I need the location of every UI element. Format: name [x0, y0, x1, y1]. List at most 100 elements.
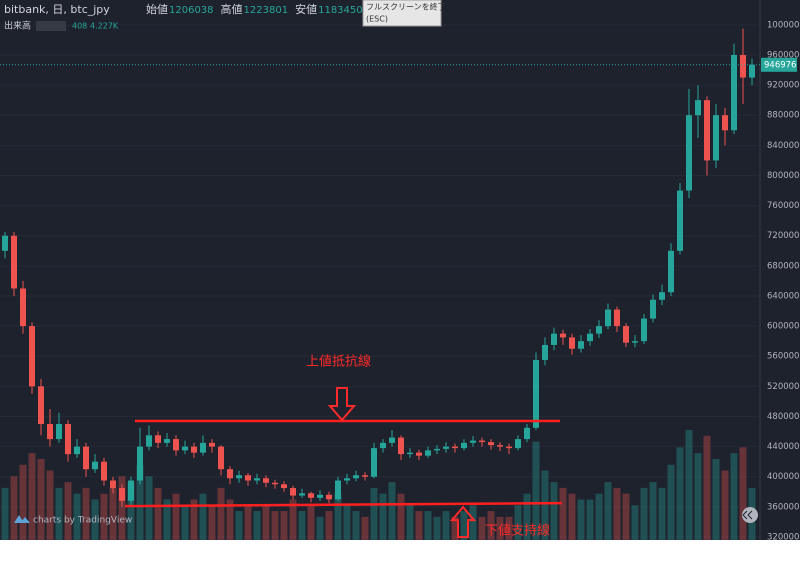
candle-body — [281, 484, 287, 489]
candle-body — [416, 452, 422, 456]
volume-bar — [442, 511, 450, 540]
volume-bar — [181, 505, 189, 540]
candle-body — [263, 478, 269, 483]
volume-bar — [721, 470, 729, 540]
candle-body — [164, 439, 170, 443]
volume-bar — [100, 493, 108, 540]
candle-body — [137, 446, 143, 481]
volume-bar — [712, 458, 720, 540]
candle-body — [722, 115, 728, 131]
candle-body — [182, 446, 188, 451]
candle-body — [74, 446, 80, 455]
volume-bar — [604, 482, 612, 540]
candle-body — [434, 448, 440, 451]
volume-bar — [406, 505, 414, 540]
volume-bar — [298, 511, 306, 540]
candle-body — [641, 318, 647, 342]
candle-body — [110, 480, 116, 489]
volume-bar — [361, 516, 369, 540]
candle-body — [29, 326, 35, 387]
candle-body — [614, 309, 620, 327]
candle-body — [650, 299, 656, 319]
volume-bar — [334, 493, 342, 540]
candle-body — [308, 493, 314, 498]
support-label: 下値支持線 — [485, 523, 550, 539]
candle-body — [101, 461, 107, 481]
volume-bar — [199, 493, 207, 540]
candle-body — [380, 442, 386, 449]
volume-bar — [505, 516, 513, 540]
y-tick-label: 840000 — [767, 141, 799, 151]
volume-bar — [451, 516, 459, 540]
candle-body — [209, 442, 215, 447]
volume-bar — [460, 511, 468, 540]
candle-body — [344, 478, 350, 481]
candle-body — [731, 54, 737, 131]
candle-body — [443, 446, 449, 449]
volume-bar — [667, 464, 675, 540]
volume-bar — [253, 511, 261, 540]
volume-bar — [10, 476, 18, 540]
overlay-text: (ESC) — [366, 15, 388, 24]
volume-bar — [739, 447, 747, 540]
candle-body — [245, 475, 251, 481]
volume-bar — [325, 511, 333, 540]
y-tick-label: 520000 — [767, 382, 799, 392]
candle-body — [605, 309, 611, 327]
candle-body — [551, 333, 557, 345]
candle-body — [65, 424, 71, 455]
volume-bar — [316, 516, 324, 540]
volume-bar — [496, 516, 504, 540]
volume-bar — [676, 447, 684, 540]
support-line — [124, 501, 563, 508]
volume-bar — [424, 511, 432, 540]
volume-bar — [109, 487, 117, 540]
candle-body — [677, 190, 683, 251]
volume-bar — [163, 499, 171, 540]
candle-body — [362, 475, 368, 477]
candle-body — [695, 100, 701, 116]
volume-bar — [208, 505, 216, 540]
volume-bar — [478, 516, 486, 540]
fullscreen-overlay[interactable] — [362, 0, 442, 27]
volume-bar — [469, 505, 477, 540]
candle-body — [497, 445, 503, 447]
volume-bar — [235, 511, 243, 540]
icons — [36, 21, 66, 31]
volume-bar — [262, 505, 270, 540]
logo — [14, 515, 30, 523]
candle-body — [290, 488, 296, 496]
candle-body — [740, 54, 746, 78]
volume-bar — [226, 499, 234, 540]
candle-body — [119, 488, 125, 501]
volume-bar — [415, 511, 423, 540]
volume-bar — [595, 493, 603, 540]
ohlc-label: 始値 — [146, 2, 168, 16]
candle-body — [83, 446, 89, 470]
candle-body — [353, 475, 359, 479]
watermark: charts by TradingView — [33, 516, 132, 526]
y-tick-label: 880000 — [767, 111, 799, 121]
candle-body — [326, 494, 332, 500]
candle-body — [578, 341, 584, 349]
y-tick-label: 920000 — [767, 81, 799, 91]
volume-bar — [550, 482, 558, 540]
candle-body — [515, 439, 521, 449]
volume-bar — [487, 511, 495, 540]
volume-bar — [343, 505, 351, 540]
y-tick-label: 600000 — [767, 322, 799, 332]
volume-bar — [55, 487, 63, 540]
volume-header: 408 — [72, 22, 87, 31]
candle-body — [398, 437, 404, 455]
volume-bar — [244, 505, 252, 540]
volume-bar — [136, 464, 144, 540]
volume-bar — [280, 511, 288, 540]
volume-bar — [46, 470, 54, 540]
candle-body — [2, 235, 8, 251]
candle-body — [587, 333, 593, 342]
scroll-button[interactable] — [742, 507, 758, 523]
candle-body — [173, 439, 179, 451]
candle-body — [200, 442, 206, 453]
volume-bar — [28, 453, 36, 540]
candle-body — [461, 442, 467, 449]
